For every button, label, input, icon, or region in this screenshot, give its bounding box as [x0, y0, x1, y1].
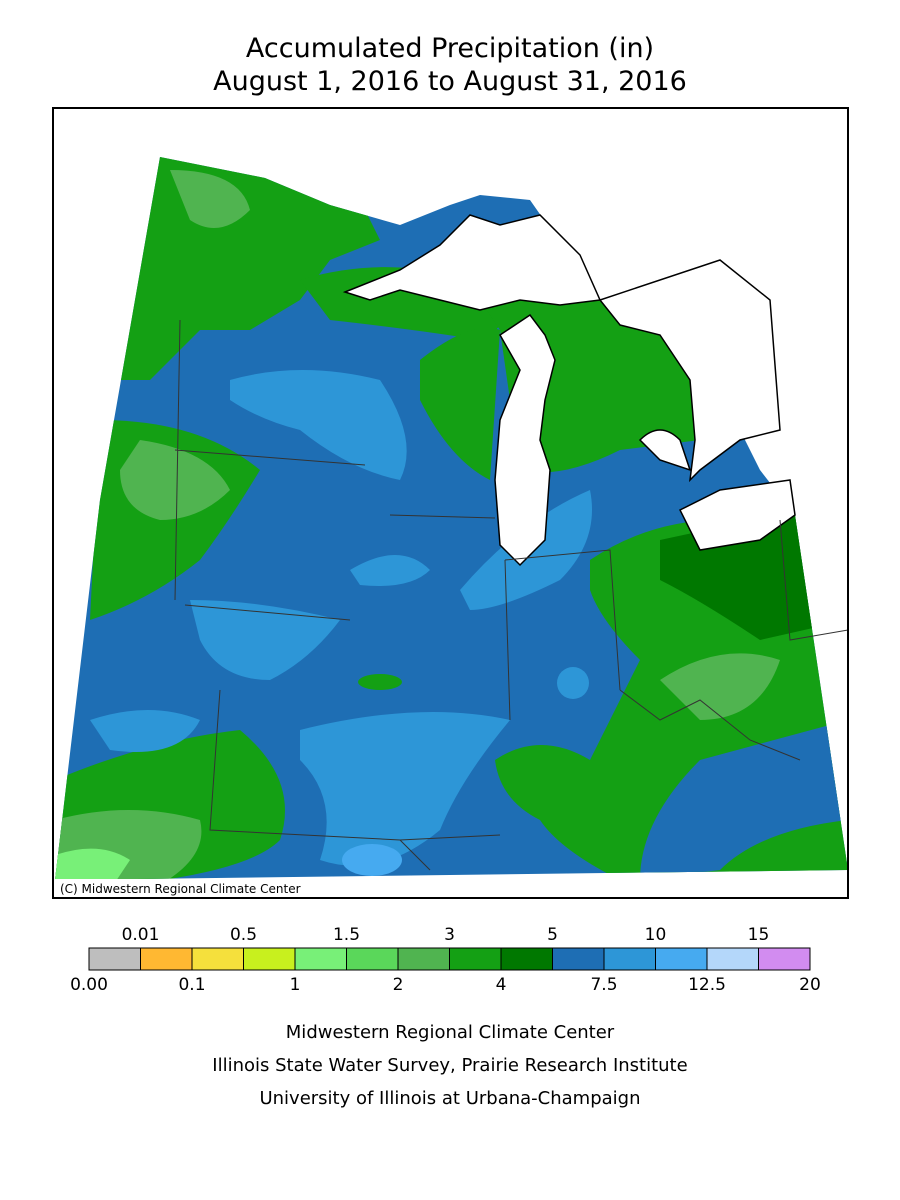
legend-swatch — [191, 947, 244, 971]
legend-swatch — [243, 947, 296, 971]
legend-swatch — [603, 947, 656, 971]
map-frame — [52, 107, 849, 899]
legend-swatch — [449, 947, 502, 971]
legend-swatch — [758, 947, 811, 971]
legend-label: 1 — [290, 975, 301, 995]
map-credit: (C) Midwestern Regional Climate Center — [60, 882, 301, 896]
footer-line: Midwestern Regional Climate Center — [286, 1022, 615, 1043]
legend-swatch — [552, 947, 605, 971]
legend-label: 7.5 — [590, 975, 617, 995]
legend-swatch — [500, 947, 553, 971]
legend-label: 3 — [444, 925, 455, 945]
credit-box — [55, 879, 338, 897]
legend-label: 15 — [748, 925, 770, 945]
legend-label: 0.01 — [122, 925, 160, 945]
legend-label: 12.5 — [688, 975, 726, 995]
legend-swatch — [140, 947, 193, 971]
legend-swatch — [346, 947, 399, 971]
map-title: Accumulated Precipitation (in) — [246, 33, 654, 64]
legend: 0.00 0.01 0.1 0.5 1 1.5 2 3 4 5 7.5 10 12.5 15 20 — [70, 925, 821, 995]
footer-line: Illinois State Water Survey, Prairie Res… — [212, 1055, 687, 1076]
legend-label: 20 — [799, 975, 821, 995]
legend-label: 1.5 — [333, 925, 360, 945]
map-subtitle: August 1, 2016 to August 31, 2016 — [213, 66, 687, 97]
legend-label: 10 — [645, 925, 667, 945]
state-lines — [174, 319, 849, 871]
legend-label: 0.00 — [70, 975, 108, 995]
legend-label: 2 — [393, 975, 404, 995]
legend-label: 4 — [496, 975, 507, 995]
legend-swatch — [88, 947, 141, 971]
legend-label: 0.1 — [178, 975, 205, 995]
footer-line: University of Illinois at Urbana-Champai… — [259, 1088, 640, 1109]
legend-label: 0.5 — [230, 925, 257, 945]
legend-swatch — [706, 947, 759, 971]
legend-swatch — [655, 947, 708, 971]
lakes — [342, 214, 796, 567]
legend-swatch — [397, 947, 450, 971]
legend-label: 5 — [547, 925, 558, 945]
legend-swatch — [294, 947, 347, 971]
